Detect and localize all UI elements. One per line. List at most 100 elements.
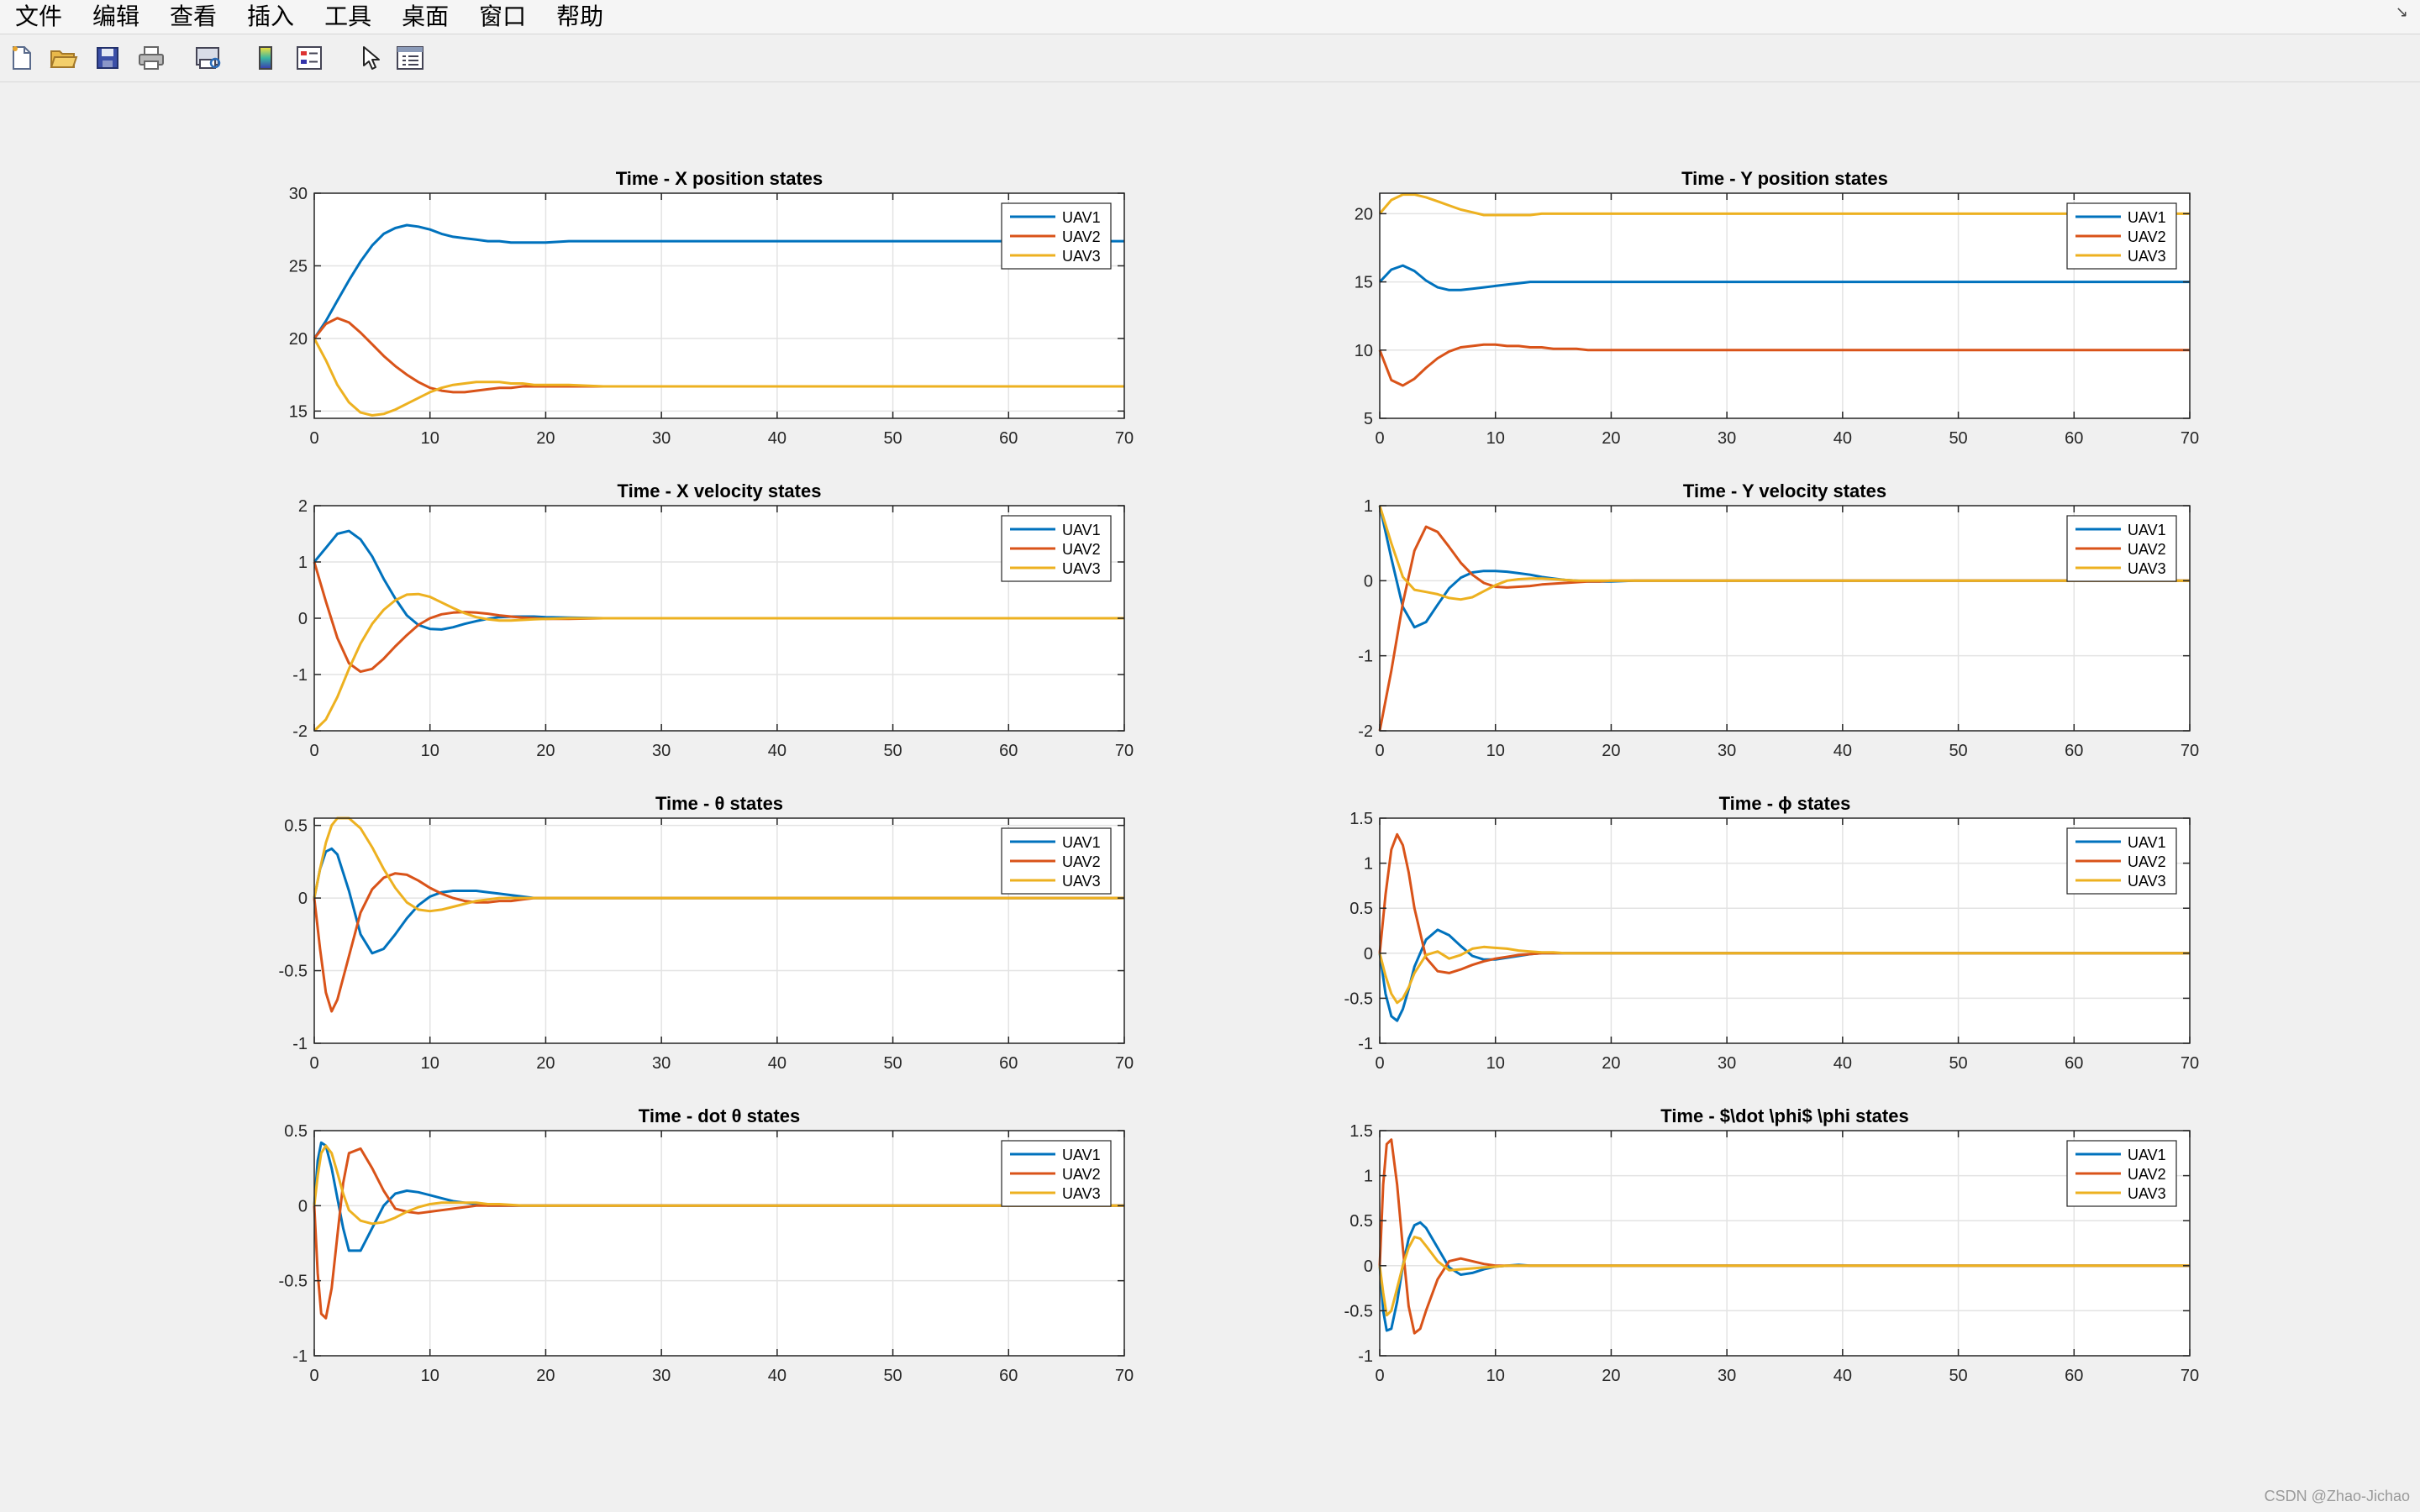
legend-label: UAV1 — [1062, 522, 1101, 538]
legend[interactable]: UAV1 UAV2 UAV3 — [1001, 827, 1112, 895]
x-tick-label: 60 — [999, 1367, 1018, 1385]
plot-area[interactable] — [314, 818, 1124, 1043]
x-tick-label: 70 — [2181, 742, 2199, 760]
legend-label: UAV1 — [2128, 834, 2166, 851]
y-tick-label: 30 — [289, 185, 308, 203]
series-line-uav3 — [1378, 945, 2190, 1005]
menu-window[interactable]: 窗口 — [479, 3, 527, 30]
save-icon[interactable] — [92, 43, 123, 73]
legend-label: UAV2 — [1062, 1166, 1101, 1183]
chart-2: 0 10 20 30 40 50 60 70 5 10 15 20 Time - Y position … — [1355, 168, 2199, 448]
x-tick-label: 50 — [883, 742, 902, 760]
plot-area[interactable] — [314, 193, 1124, 418]
x-tick-label: 70 — [2181, 1054, 2199, 1073]
chart-3: 0 10 20 30 40 50 60 70 -2 -1 0 1 2 Time - X velocity … — [292, 480, 1134, 760]
y-tick-label: -0.5 — [1344, 1302, 1373, 1320]
x-tick-label: 10 — [421, 1367, 439, 1385]
x-tick-label: 70 — [1115, 1054, 1134, 1073]
legend-label: UAV1 — [2128, 209, 2166, 226]
series-line-uav3 — [1378, 1236, 2190, 1317]
legend[interactable]: UAV1 UAV2 UAV3 — [2066, 827, 2177, 895]
y-tick-label: 1 — [1364, 497, 1373, 516]
menu-tools[interactable]: 工具 — [324, 3, 372, 30]
x-tick-label: 60 — [2065, 1054, 2083, 1073]
y-tick-label: 2 — [298, 497, 308, 516]
legend-label: UAV2 — [1062, 228, 1101, 245]
legend-icon[interactable] — [294, 43, 324, 73]
menu-insert[interactable]: 插入 — [247, 3, 295, 30]
series-line-uav1 — [1378, 264, 2190, 291]
x-tick-label: 70 — [1115, 742, 1134, 760]
x-tick-label: 10 — [1486, 429, 1505, 448]
x-tick-label: 10 — [1486, 1054, 1505, 1073]
colorbar-icon[interactable] — [250, 43, 281, 73]
series-line-uav1 — [313, 223, 1124, 339]
legend[interactable]: UAV1 UAV2 UAV3 — [1001, 1140, 1112, 1207]
plot-area[interactable] — [314, 1131, 1124, 1356]
chart-6: 0 10 20 30 40 50 60 70 -1 -0.5 0 0.5 1 1.5 Time - ϕ st… — [1344, 793, 2200, 1073]
chart-title: Time - $\dot \phi$ \phi states — [1660, 1105, 1908, 1126]
axes-box — [313, 1130, 1125, 1357]
plot-area[interactable] — [1380, 818, 2190, 1043]
x-tick-label: 60 — [999, 429, 1018, 448]
x-tick-label: 10 — [1486, 1367, 1505, 1385]
x-tick-label: 50 — [1949, 1054, 1967, 1073]
toolbar — [0, 34, 2420, 82]
chart-5: 0 10 20 30 40 50 60 70 -1 -0.5 0 0.5 Time - θ states… — [279, 793, 1134, 1073]
y-tick-label: 25 — [289, 257, 308, 276]
y-tick-label: -0.5 — [279, 1273, 308, 1291]
pointer-icon[interactable] — [355, 43, 385, 73]
menu-view[interactable]: 查看 — [170, 3, 218, 30]
legend[interactable]: UAV1 UAV2 UAV3 — [1001, 515, 1112, 582]
open-file-icon[interactable] — [49, 43, 79, 73]
axes-box — [1379, 817, 2191, 1044]
legend[interactable]: UAV1 UAV2 UAV3 — [2066, 202, 2177, 270]
series-line-uav3 — [313, 1144, 1124, 1226]
chart-title: Time - θ states — [655, 793, 783, 814]
chart-title: Time - dot θ states — [639, 1105, 800, 1126]
y-tick-label: -1 — [292, 1347, 308, 1366]
new-figure-icon[interactable] — [7, 43, 37, 73]
legend[interactable]: UAV1 UAV2 UAV3 — [2066, 1140, 2177, 1207]
property-editor-icon[interactable] — [395, 43, 425, 73]
y-tick-label: 0 — [298, 1197, 308, 1215]
y-tick-label: 0.5 — [284, 1122, 308, 1141]
menu-file[interactable]: 文件 — [15, 3, 63, 30]
plot-area[interactable] — [1380, 1131, 2190, 1356]
menu-desktop[interactable]: 桌面 — [402, 3, 450, 30]
x-tick-label: 0 — [1375, 429, 1384, 448]
y-tick-label: 0 — [1364, 1257, 1373, 1276]
x-tick-label: 0 — [1375, 1054, 1384, 1073]
x-tick-label: 60 — [2065, 1367, 2083, 1385]
y-tick-label: 5 — [1364, 410, 1373, 428]
legend-label: UAV3 — [1062, 560, 1101, 577]
legend-label: UAV2 — [2128, 853, 2166, 870]
axes-box — [313, 817, 1125, 1044]
legend[interactable]: UAV1 UAV2 UAV3 — [2066, 515, 2177, 582]
legend-label: UAV3 — [1062, 873, 1101, 890]
x-tick-label: 30 — [1718, 742, 1736, 760]
print-icon[interactable] — [136, 43, 166, 73]
legend-label: UAV3 — [2128, 873, 2166, 890]
print-preview-icon[interactable] — [193, 43, 224, 73]
menu-edit[interactable]: 编辑 — [92, 3, 140, 30]
x-tick-label: 10 — [1486, 742, 1505, 760]
legend-label: UAV3 — [1062, 1185, 1101, 1202]
plot-area[interactable] — [1380, 506, 2190, 731]
plot-area[interactable] — [1380, 193, 2190, 418]
series-line-uav3 — [1378, 505, 2190, 601]
axes-box — [1379, 505, 2191, 732]
x-tick-label: 40 — [768, 429, 786, 448]
undock-icon[interactable]: ↘ — [2395, 3, 2408, 20]
x-tick-label: 20 — [1602, 429, 1620, 448]
x-tick-label: 0 — [309, 1367, 318, 1385]
series-line-uav3 — [313, 592, 1124, 732]
y-tick-label: 0 — [1364, 945, 1373, 963]
x-tick-label: 20 — [536, 1054, 555, 1073]
axes-box — [313, 192, 1125, 419]
legend[interactable]: UAV1 UAV2 UAV3 — [1001, 202, 1112, 270]
menu-help[interactable]: 帮助 — [556, 3, 604, 30]
x-tick-label: 70 — [2181, 1367, 2199, 1385]
x-tick-label: 60 — [2065, 742, 2083, 760]
chart-title: Time - ϕ states — [1719, 793, 1851, 814]
